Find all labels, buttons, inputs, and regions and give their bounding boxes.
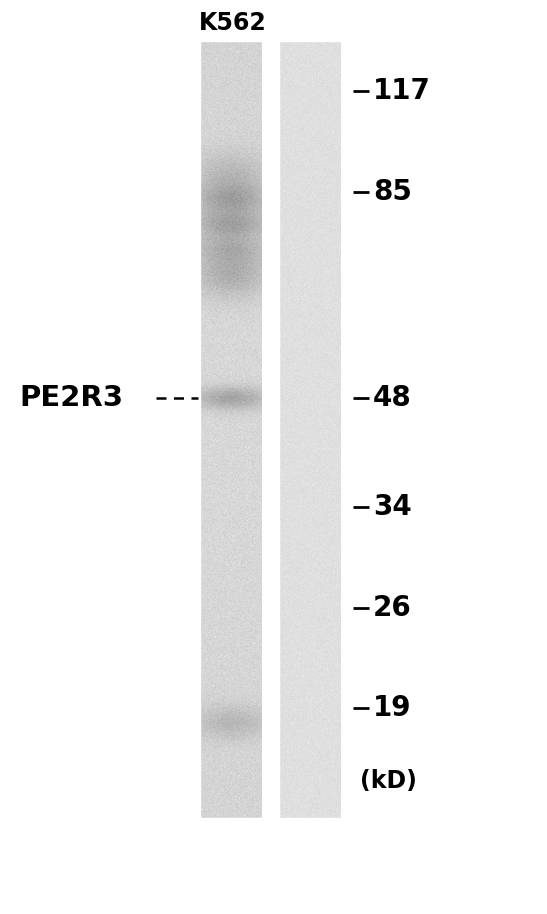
Text: 19: 19 bbox=[373, 695, 411, 722]
Text: 48: 48 bbox=[373, 384, 412, 411]
Text: 34: 34 bbox=[373, 494, 412, 521]
Text: 85: 85 bbox=[373, 178, 412, 206]
Text: (kD): (kD) bbox=[360, 770, 417, 793]
Text: 26: 26 bbox=[373, 594, 412, 622]
Text: K562: K562 bbox=[199, 11, 266, 35]
Text: PE2R3: PE2R3 bbox=[19, 384, 123, 411]
Text: 117: 117 bbox=[373, 78, 431, 105]
